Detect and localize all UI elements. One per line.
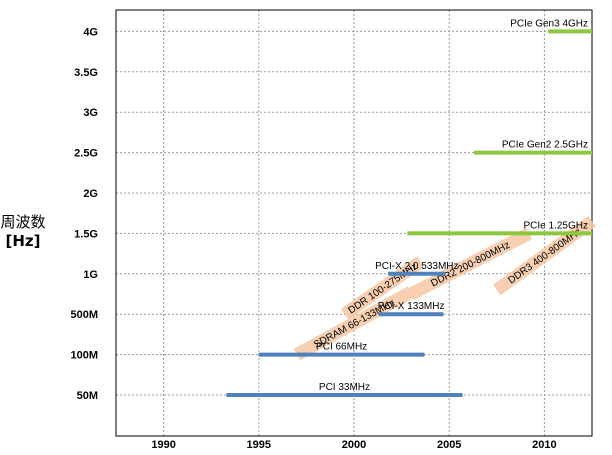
memory-band	[340, 256, 425, 320]
bar-label: PCIe Gen3 4GHz	[510, 18, 588, 29]
y-axis: 50M 100M 500M 1G 1.5G 2G 2.5G 3G 3.5G 4G	[70, 26, 98, 402]
y-tick-label: 3.5G	[74, 67, 98, 79]
y-tick-label: 1.5G	[74, 228, 98, 240]
bar-label: PCI-X 2.0 533MHz	[375, 261, 458, 272]
y-tick-label: 100M	[70, 350, 98, 362]
bus-series: PCI 33MHz PCI 66MHz PCI-X 133MHz PCI-X 2.0 …	[226, 18, 592, 397]
y-tick-label: 500M	[70, 309, 98, 321]
x-tick-label: 2010	[532, 439, 556, 451]
x-tick-label: 2005	[437, 439, 461, 451]
memory-band	[293, 286, 415, 361]
bar-label: PCI 33MHz	[319, 382, 370, 393]
bar-label: PCIe Gen2 2.5GHz	[502, 140, 588, 151]
bar-label: PCI 66MHz	[316, 342, 367, 353]
y-tick-label: 1G	[83, 269, 98, 281]
x-axis: 1990 1995 2000 2005 2010	[151, 439, 556, 451]
memory-band	[408, 227, 533, 300]
grid	[116, 10, 592, 436]
y-tick-label: 2G	[83, 188, 98, 200]
y-axis-label: 周波数 [Hz]	[0, 213, 46, 251]
y-tick-label: 3G	[83, 107, 98, 119]
bar-label: PCI-X 133MHz	[378, 301, 445, 312]
x-tick-label: 1990	[151, 439, 175, 451]
y-tick-label: 4G	[83, 26, 98, 38]
x-tick-label: 1995	[247, 439, 271, 451]
bar-label: PCIe 1.25GHz	[524, 220, 588, 231]
y-axis-label-text: 周波数	[0, 213, 46, 231]
x-tick-label: 2000	[342, 439, 366, 451]
y-axis-label-unit: [Hz]	[5, 232, 41, 250]
y-tick-label: 50M	[77, 390, 98, 402]
y-tick-label: 2.5G	[74, 148, 98, 160]
